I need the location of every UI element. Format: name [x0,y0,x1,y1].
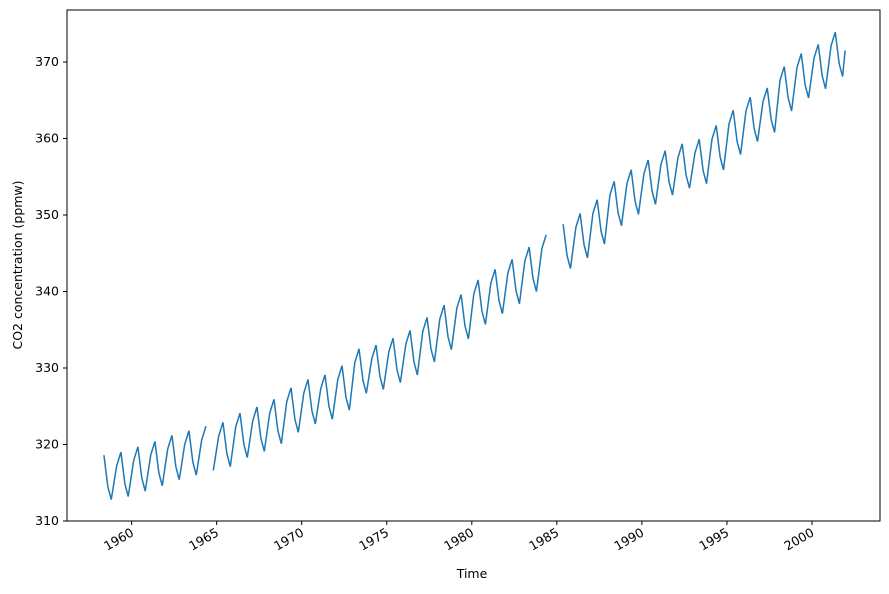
data-line [562,31,846,269]
x-tick-label: 1970 [271,525,306,554]
y-tick-label: 340 [35,284,59,299]
y-tick-label: 330 [35,360,59,375]
plot-frame [66,9,881,522]
x-tick-label: 1995 [696,525,731,554]
y-tick-label: 360 [35,131,59,146]
data-line [212,234,547,471]
x-tick-label: 1960 [101,525,136,554]
x-tick-label: 1975 [356,525,391,554]
x-tick-label: 1965 [186,525,221,554]
x-tick-label: 2000 [781,525,816,554]
y-tick-label: 320 [35,437,59,452]
x-tick-label: 1980 [441,525,476,554]
x-axis-label: Time [456,566,488,581]
y-axis-label: CO2 concentration (ppmw) [10,180,25,349]
x-tick-label: 1985 [526,525,561,554]
y-tick-label: 370 [35,54,59,69]
data-line [103,425,207,500]
x-tick-label: 1990 [611,525,646,554]
y-tick-label: 310 [35,513,59,528]
y-tick-label: 350 [35,207,59,222]
